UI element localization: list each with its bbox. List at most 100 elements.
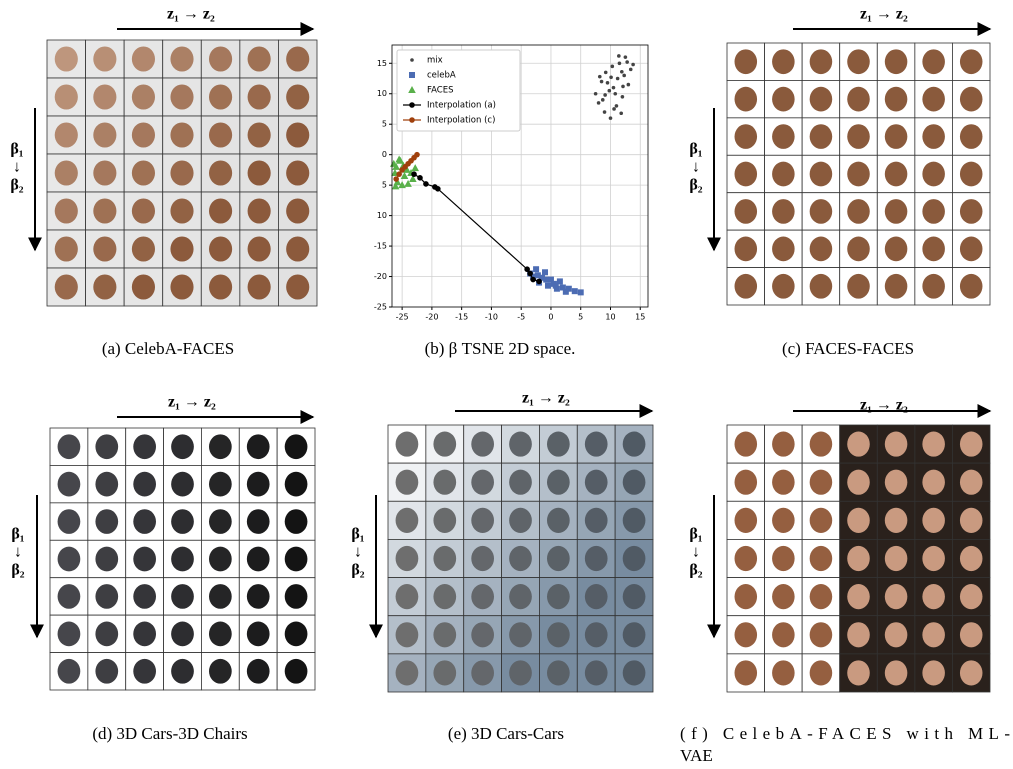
caption: (c) FACES-FACES [782, 339, 914, 358]
y-tick-label: 10 [377, 211, 387, 220]
point [533, 266, 539, 272]
image-content [885, 508, 908, 533]
image-content [93, 84, 116, 109]
x-tick-label: 15 [635, 313, 645, 322]
image-content [623, 622, 646, 647]
caption: (f) CelebA-FACES with ML- [680, 724, 1010, 743]
image-content [285, 509, 308, 534]
image-content [171, 547, 194, 572]
image-content [95, 434, 118, 459]
image-content [133, 472, 156, 497]
image-content [509, 660, 532, 685]
y-axis-label: β₂ [689, 562, 702, 579]
image-content [55, 160, 78, 185]
image-content [93, 122, 116, 147]
image-content [286, 198, 309, 223]
image-content [248, 46, 271, 71]
image-content [922, 508, 945, 533]
image-content [133, 547, 156, 572]
image-content [585, 431, 608, 456]
point [625, 60, 629, 64]
image-content [286, 84, 309, 109]
image-content [922, 546, 945, 571]
image-content [396, 584, 419, 609]
point [603, 110, 607, 114]
y-tick-label: 10 [377, 89, 387, 98]
x-tick-label: -20 [425, 313, 438, 322]
image-content [810, 199, 833, 224]
legend-label: celebA [427, 71, 456, 81]
y-axis-label: β₂ [351, 562, 364, 579]
image-content [286, 160, 309, 185]
legend-marker [409, 102, 415, 108]
image-content [547, 584, 570, 609]
image-content [735, 237, 758, 262]
image-content [885, 546, 908, 571]
image-content [772, 49, 795, 74]
image-content [248, 198, 271, 223]
image-content [133, 509, 156, 534]
image-content [248, 160, 271, 185]
point [603, 93, 607, 97]
image-content [735, 660, 758, 685]
image-content [170, 236, 193, 261]
image-content [922, 199, 945, 224]
image-content [847, 49, 870, 74]
point [631, 63, 635, 67]
point [624, 55, 628, 59]
image-content [171, 659, 194, 684]
image-content [286, 274, 309, 299]
image-content [285, 584, 308, 609]
point [393, 176, 399, 182]
image-content [471, 622, 494, 647]
image-content [93, 236, 116, 261]
point [612, 86, 616, 90]
image-content [58, 434, 81, 459]
image-content [772, 660, 795, 685]
y-axis-label: ↓ [692, 544, 700, 561]
image-content [922, 431, 945, 456]
legend-marker [409, 117, 415, 123]
image-content [847, 584, 870, 609]
image-content [132, 122, 155, 147]
image-content [547, 546, 570, 571]
image-content [95, 509, 118, 534]
image-content [847, 237, 870, 262]
image-content [885, 622, 908, 647]
image-content [772, 584, 795, 609]
image-content [433, 660, 456, 685]
image-content [95, 584, 118, 609]
image-content [55, 46, 78, 71]
image-content [960, 199, 983, 224]
point [618, 61, 622, 65]
image-content [810, 622, 833, 647]
x-tick-label: -25 [396, 313, 409, 322]
image-content [247, 472, 270, 497]
image-content [132, 198, 155, 223]
legend-label: FACES [427, 86, 453, 96]
legend-label: mix [427, 56, 443, 66]
image-content [885, 584, 908, 609]
image-content [170, 84, 193, 109]
image-content [810, 431, 833, 456]
point [545, 283, 551, 289]
image-content [170, 160, 193, 185]
image-content [133, 584, 156, 609]
point [598, 75, 602, 79]
image-content [433, 508, 456, 533]
image-content [209, 46, 232, 71]
image-content [433, 431, 456, 456]
image-content [170, 122, 193, 147]
image-content [847, 162, 870, 187]
image-content [433, 470, 456, 495]
x-axis-label: z₁ → z₂ [860, 6, 908, 23]
image-content [585, 622, 608, 647]
image-content [885, 124, 908, 149]
point [542, 269, 548, 275]
caption: (d) 3D Cars-3D Chairs [92, 724, 247, 743]
image-content [209, 236, 232, 261]
image-content [55, 122, 78, 147]
image-content [95, 472, 118, 497]
image-content [433, 546, 456, 571]
caption: VAE [680, 746, 713, 765]
